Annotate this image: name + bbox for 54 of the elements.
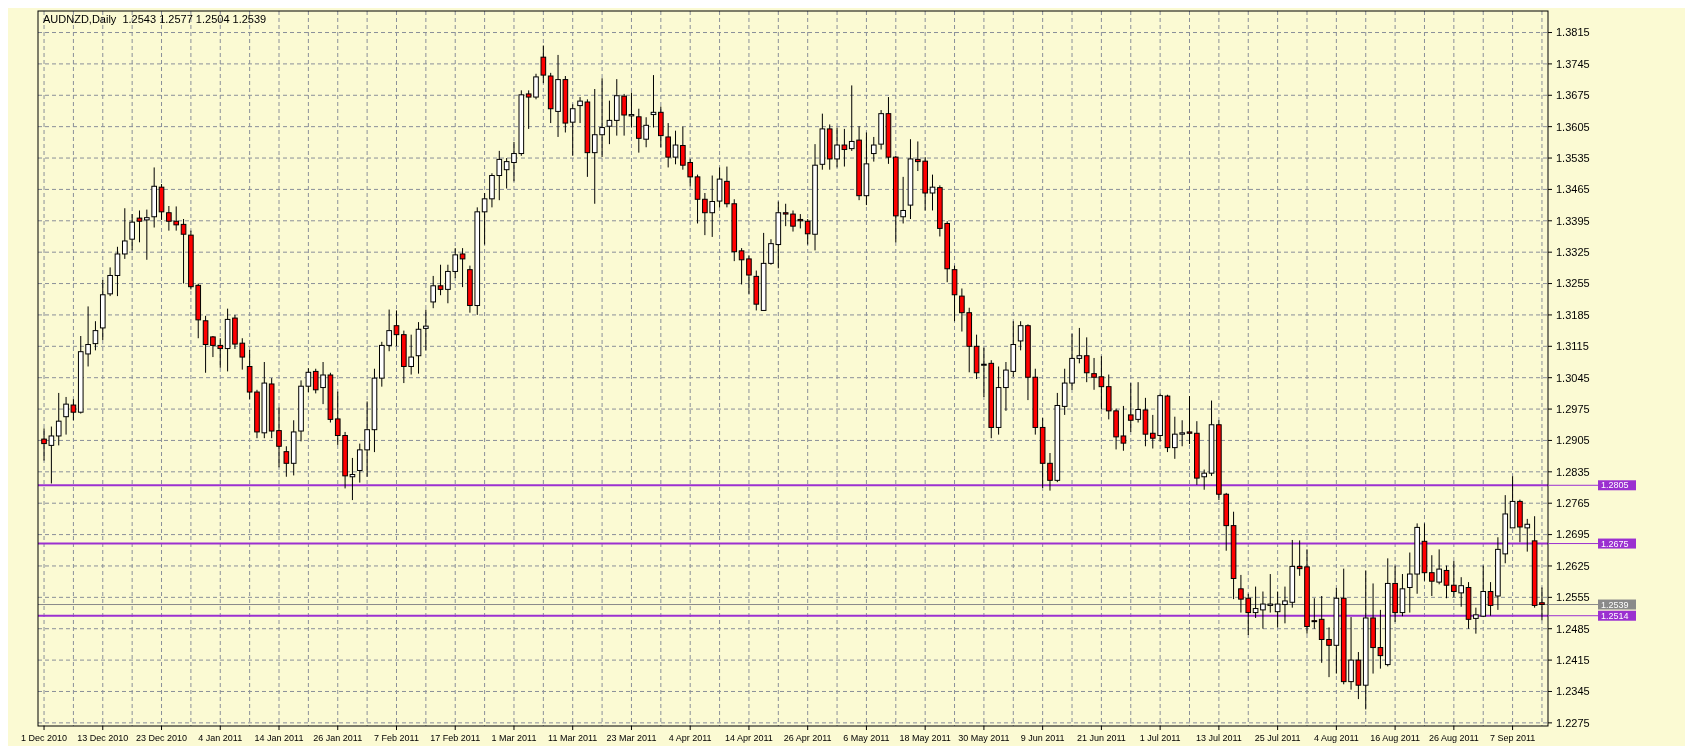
y-tick-label: 1.2765	[1556, 497, 1590, 510]
y-tick-label: 1.2975	[1556, 402, 1590, 415]
y-tick-label: 1.3605	[1556, 120, 1590, 133]
y-tick-label: 1.3045	[1556, 371, 1590, 384]
x-tick-label: 9 Jun 2011	[1020, 733, 1065, 743]
ref-line-label: 1.2675	[1601, 538, 1629, 549]
x-tick-label: 1 Dec 2010	[21, 733, 68, 743]
x-tick-label: 23 Mar 2011	[606, 733, 657, 743]
x-tick-label: 26 Apr 2011	[783, 733, 832, 743]
x-tick-label: 26 Aug 2011	[1428, 733, 1479, 743]
x-tick-label: 1 Mar 2011	[491, 733, 537, 743]
ref-line-label: 1.2539	[1601, 599, 1629, 610]
y-tick-label: 1.2835	[1556, 465, 1590, 478]
x-tick-label: 4 Apr 2011	[668, 733, 712, 743]
x-tick-label: 7 Feb 2011	[374, 733, 419, 743]
x-tick-label: 16 Aug 2011	[1370, 733, 1421, 743]
y-tick-label: 1.2905	[1556, 434, 1590, 447]
chart-title: AUDNZD,Daily 1.2543 1.2577 1.2504 1.2539	[43, 13, 267, 25]
x-tick-label: 30 May 2011	[958, 733, 1010, 743]
x-tick-label: 6 May 2011	[843, 733, 890, 743]
y-tick-label: 1.3745	[1556, 57, 1590, 70]
ref-line-label: 1.2805	[1601, 480, 1629, 491]
x-tick-label: 4 Jan 2011	[198, 733, 243, 743]
y-tick-label: 1.3465	[1556, 183, 1590, 196]
x-tick-label: 26 Jan 2011	[313, 733, 363, 743]
y-tick-label: 1.2275	[1556, 716, 1590, 729]
y-tick-label: 1.2345	[1556, 685, 1590, 698]
x-tick-label: 17 Feb 2011	[430, 733, 481, 743]
y-tick-label: 1.3535	[1556, 151, 1590, 164]
x-tick-label: 14 Jan 2011	[254, 733, 304, 743]
x-tick-label: 7 Sep 2011	[1489, 733, 1536, 743]
x-tick-label: 4 Aug 2011	[1313, 733, 1359, 743]
ref-line-label: 1.2514	[1601, 610, 1629, 621]
x-tick-label: 25 Jul 2011	[1254, 733, 1301, 743]
y-tick-label: 1.2625	[1556, 559, 1590, 572]
x-tick-label: 1 Jul 2011	[1139, 733, 1181, 743]
x-tick-label: 14 Apr 2011	[725, 733, 773, 743]
x-tick-label: 21 Jun 2011	[1076, 733, 1126, 743]
y-tick-label: 1.2415	[1556, 653, 1590, 666]
y-tick-label: 1.2485	[1556, 622, 1590, 635]
x-tick-label: 11 Mar 2011	[548, 733, 598, 743]
y-tick-label: 1.3255	[1556, 277, 1590, 290]
y-tick-label: 1.3325	[1556, 246, 1590, 259]
y-tick-label: 1.3815	[1556, 26, 1590, 39]
x-tick-label: 13 Jul 2011	[1195, 733, 1242, 743]
y-tick-label: 1.3115	[1556, 340, 1589, 353]
y-tick-label: 1.3675	[1556, 89, 1590, 102]
x-tick-label: 18 May 2011	[899, 733, 951, 743]
y-tick-label: 1.3395	[1556, 214, 1590, 227]
y-tick-label: 1.3185	[1556, 308, 1590, 321]
y-tick-label: 1.2555	[1556, 591, 1590, 604]
x-tick-label: 13 Dec 2010	[77, 733, 129, 743]
y-tick-label: 1.2695	[1556, 528, 1590, 541]
x-tick-label: 23 Dec 2010	[136, 733, 188, 743]
